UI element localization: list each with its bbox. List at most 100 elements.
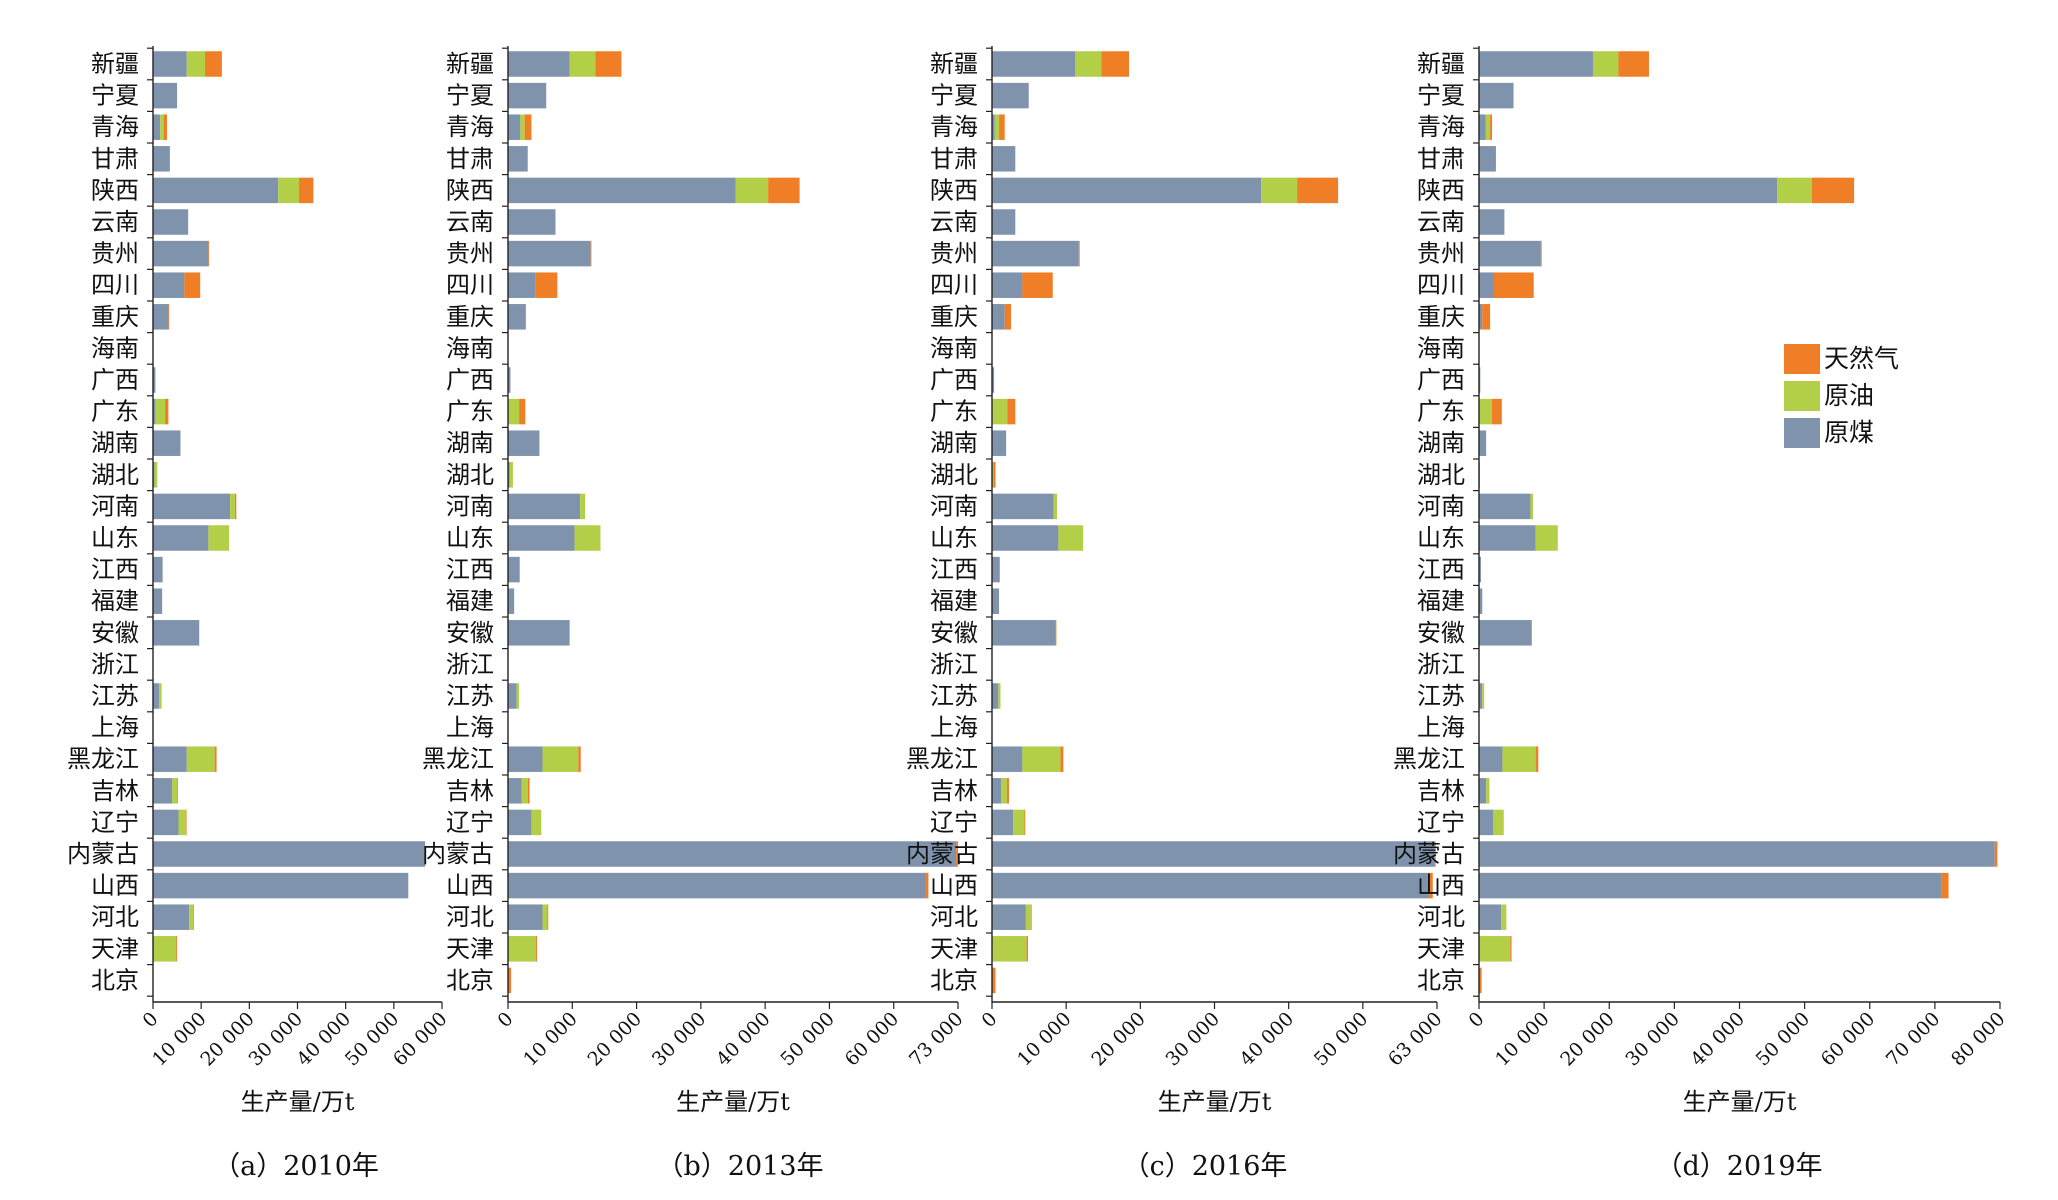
bar-湖南-原煤 bbox=[508, 430, 540, 456]
bar-河北-天然气 bbox=[1030, 904, 1032, 930]
category-label: 天津 bbox=[91, 935, 139, 963]
bar-天津-天然气 bbox=[1510, 936, 1512, 962]
bar-内蒙古-原煤 bbox=[508, 841, 957, 867]
bar-云南-原煤 bbox=[153, 209, 189, 235]
bar-北京-天然气 bbox=[992, 967, 996, 994]
category-label: 上海 bbox=[446, 714, 494, 742]
category-label: 陕西 bbox=[930, 176, 978, 204]
panel-caption: （a）2010年 bbox=[213, 1151, 379, 1182]
category-label: 福建 bbox=[91, 587, 139, 615]
category-label: 甘肃 bbox=[91, 145, 139, 173]
category-label: 江西 bbox=[91, 556, 139, 584]
bar-辽宁-天然气 bbox=[185, 809, 187, 836]
bar-河北-天然气 bbox=[192, 904, 194, 930]
bar-陕西-天然气 bbox=[298, 177, 314, 204]
bar-广东-天然气 bbox=[1492, 398, 1502, 425]
bar-贵州-天然气 bbox=[590, 240, 592, 267]
bar-陕西-原油 bbox=[278, 177, 299, 204]
category-label: 广东 bbox=[91, 398, 139, 426]
bar-河北-原煤 bbox=[153, 904, 190, 930]
category-label: 广西 bbox=[930, 366, 978, 394]
bar-云南-原煤 bbox=[992, 209, 1016, 235]
bar-广东-天然气 bbox=[519, 398, 526, 425]
bar-青海-天然气 bbox=[999, 114, 1005, 140]
category-label: 湖南 bbox=[91, 429, 139, 457]
bar-陕西-原油 bbox=[735, 177, 769, 204]
bar-辽宁-原油 bbox=[178, 809, 186, 836]
x-tick-label: 0 bbox=[138, 1008, 162, 1032]
bar-江苏-原煤 bbox=[992, 683, 999, 709]
category-label: 山西 bbox=[930, 872, 978, 900]
category-label: 湖北 bbox=[930, 461, 978, 489]
x-tick-label: 80 000 bbox=[1947, 1008, 2010, 1071]
category-label: 青海 bbox=[930, 113, 978, 141]
category-label: 陕西 bbox=[446, 176, 494, 204]
category-label: 上海 bbox=[1417, 714, 1465, 742]
bar-辽宁-原油 bbox=[1493, 809, 1504, 836]
bar-四川-天然气 bbox=[535, 272, 558, 298]
bar-甘肃-原煤 bbox=[153, 146, 170, 172]
bar-陕西-原煤 bbox=[508, 177, 736, 204]
bar-青海-原油 bbox=[160, 114, 164, 140]
category-label: 河南 bbox=[446, 492, 494, 520]
category-label: 广西 bbox=[446, 366, 494, 394]
x-tick-label: 0 bbox=[1464, 1008, 1488, 1032]
bar-四川-原煤 bbox=[153, 272, 185, 298]
bar-山东-原油 bbox=[574, 525, 601, 551]
bar-四川-天然气 bbox=[184, 272, 201, 298]
bar-天津-天然气 bbox=[176, 936, 178, 962]
bar-江苏-原煤 bbox=[153, 683, 160, 709]
category-label: 海南 bbox=[1417, 334, 1465, 362]
bar-河北-原油 bbox=[189, 904, 193, 930]
category-label: 宁夏 bbox=[91, 82, 139, 110]
bar-山西-原煤 bbox=[508, 872, 926, 899]
category-label: 安徽 bbox=[930, 619, 978, 647]
bar-山西-原煤 bbox=[992, 872, 1429, 899]
category-label: 辽宁 bbox=[1417, 808, 1465, 836]
category-label: 河南 bbox=[1417, 492, 1465, 520]
category-label: 江西 bbox=[1417, 556, 1465, 584]
bar-山东-原油 bbox=[1535, 525, 1558, 551]
legend-label: 原油 bbox=[1824, 381, 1874, 410]
category-label: 辽宁 bbox=[91, 808, 139, 836]
category-label: 上海 bbox=[91, 714, 139, 742]
bar-河南-原煤 bbox=[153, 493, 231, 520]
category-label: 浙江 bbox=[91, 650, 139, 678]
bar-重庆-原煤 bbox=[508, 304, 526, 330]
bar-吉林-天然气 bbox=[177, 778, 178, 804]
x-tick-label: 50 000 bbox=[1310, 1008, 1373, 1071]
bar-吉林-原煤 bbox=[992, 778, 1002, 804]
bar-陕西-原煤 bbox=[1479, 177, 1778, 204]
bar-辽宁-原煤 bbox=[508, 809, 532, 836]
x-tick-label: 60 000 bbox=[389, 1008, 452, 1071]
category-label: 河南 bbox=[930, 492, 978, 520]
category-label: 贵州 bbox=[1417, 240, 1465, 268]
bar-河南-原煤 bbox=[1479, 493, 1531, 520]
category-label: 吉林 bbox=[446, 777, 494, 805]
bar-黑龙江-原油 bbox=[1502, 746, 1536, 772]
bar-吉林-原油 bbox=[521, 778, 528, 804]
category-label: 内蒙古 bbox=[67, 840, 139, 868]
bar-江苏-原煤 bbox=[1479, 683, 1483, 709]
bar-黑龙江-原油 bbox=[1022, 746, 1061, 772]
bar-吉林-天然气 bbox=[527, 778, 530, 804]
bar-重庆-原煤 bbox=[153, 304, 169, 330]
category-label: 新疆 bbox=[446, 50, 494, 78]
bar-山西-天然气 bbox=[1428, 872, 1433, 899]
bar-北京-天然气 bbox=[1479, 967, 1482, 994]
bar-新疆-原煤 bbox=[508, 51, 570, 77]
bar-江苏-原油 bbox=[998, 683, 1001, 709]
bar-新疆-原煤 bbox=[992, 51, 1076, 77]
bar-青海-原油 bbox=[1485, 114, 1491, 140]
bar-内蒙古-原煤 bbox=[153, 841, 426, 867]
category-label: 宁夏 bbox=[1417, 82, 1465, 110]
bar-内蒙古-天然气 bbox=[1994, 841, 1998, 867]
category-label: 新疆 bbox=[91, 50, 139, 78]
category-label: 海南 bbox=[91, 334, 139, 362]
category-label: 广东 bbox=[446, 398, 494, 426]
bar-重庆-天然气 bbox=[1004, 304, 1012, 330]
bar-内蒙古-天然气 bbox=[1434, 841, 1436, 867]
x-axis-label: 生产量/万t bbox=[1683, 1088, 1797, 1116]
bar-江西-原煤 bbox=[153, 556, 163, 583]
